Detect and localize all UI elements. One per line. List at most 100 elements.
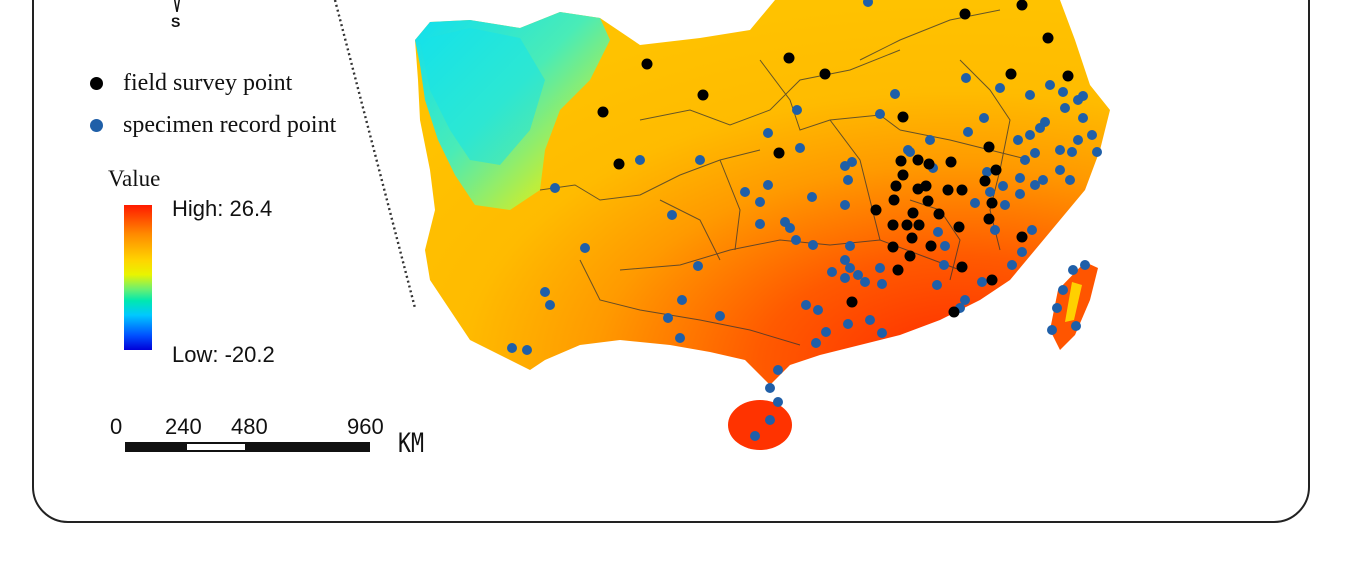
specimen-point (1068, 265, 1078, 275)
field-point (887, 241, 899, 253)
field-point (890, 180, 902, 192)
specimen-point (1015, 173, 1025, 183)
specimen-point (507, 343, 517, 353)
specimen-point (693, 261, 703, 271)
specimen-point (843, 175, 853, 185)
specimen-point (773, 365, 783, 375)
specimen-point (1025, 130, 1035, 140)
specimen-point (979, 113, 989, 123)
field-point (922, 195, 934, 207)
specimen-point (977, 277, 987, 287)
specimen-point (1015, 189, 1025, 199)
legend-specimen-record-label: specimen record point (123, 111, 337, 138)
specimen-point (1058, 285, 1068, 295)
specimen-point (925, 135, 935, 145)
field-point (907, 207, 919, 219)
plateau-core (420, 28, 545, 165)
specimen-point (877, 279, 887, 289)
specimen-point (773, 397, 783, 407)
specimen-point (755, 197, 765, 207)
specimen-point (963, 127, 973, 137)
value-legend-title: Value (108, 166, 161, 191)
field-point (933, 208, 945, 220)
specimen-point (1071, 321, 1081, 331)
specimen-point (1007, 260, 1017, 270)
field-point (942, 184, 954, 196)
specimen-point (667, 210, 677, 220)
specimen-point (840, 255, 850, 265)
specimen-point (827, 267, 837, 277)
field-point (1042, 32, 1054, 44)
field-point (925, 240, 937, 252)
scale-unit: KM (398, 428, 425, 459)
specimen-point (1078, 113, 1088, 123)
specimen-point (845, 241, 855, 251)
field-survey-points (597, 0, 1074, 318)
specimen-point (875, 109, 885, 119)
field-point (641, 58, 653, 70)
scale-bar-segment (187, 444, 245, 450)
field-point (895, 155, 907, 167)
specimen-point (1020, 155, 1030, 165)
field-point (904, 250, 916, 262)
field-point (953, 221, 965, 233)
field-point (990, 164, 1002, 176)
compass-south-label: S (171, 14, 181, 30)
specimen-point (853, 270, 863, 280)
specimen-point (801, 300, 811, 310)
specimen-point (811, 338, 821, 348)
field-point (906, 232, 918, 244)
specimen-point (522, 345, 532, 355)
specimen-point (1065, 175, 1075, 185)
specimen-point (1055, 165, 1065, 175)
specimen-point (1030, 148, 1040, 158)
specimen-point (982, 167, 992, 177)
specimen-point (675, 333, 685, 343)
specimen-point (863, 0, 873, 7)
specimen-point (1073, 135, 1083, 145)
specimen-point (1052, 303, 1062, 313)
field-point (920, 180, 932, 192)
field-point (613, 158, 625, 170)
legend-field-survey: field survey point (90, 70, 292, 96)
legend-specimen-record: specimen record point (90, 112, 336, 138)
specimen-point (1047, 325, 1057, 335)
ramp-high-label: High: 26.4 (172, 196, 273, 221)
specimen-point (960, 295, 970, 305)
specimen-point (939, 260, 949, 270)
specimen-point (663, 313, 673, 323)
field-point (888, 194, 900, 206)
specimen-point (995, 83, 1005, 93)
specimen-point (890, 89, 900, 99)
specimen-point (808, 240, 818, 250)
field-point (697, 89, 709, 101)
specimen-point (740, 187, 750, 197)
specimen-point (765, 415, 775, 425)
specimen-point (843, 319, 853, 329)
scale-tick-960: 960 (347, 414, 384, 439)
field-point (945, 156, 957, 168)
specimen-point (932, 280, 942, 290)
field-point (819, 68, 831, 80)
specimen-point (840, 200, 850, 210)
specimen-point (1025, 90, 1035, 100)
field-point (1062, 70, 1074, 82)
specimen-point (1087, 130, 1097, 140)
field-point (897, 169, 909, 181)
taiwan-highland (1065, 282, 1082, 322)
specimen-point (715, 311, 725, 321)
specimen-point (763, 180, 773, 190)
field-point (983, 141, 995, 153)
specimen-point (985, 187, 995, 197)
field-point (1016, 231, 1028, 243)
specimen-point (540, 287, 550, 297)
specimen-point (847, 157, 857, 167)
scale-tick-0: 0 (110, 414, 123, 439)
specimen-point (840, 273, 850, 283)
specimen-point (845, 263, 855, 273)
scale-tick-480: 480 (231, 414, 268, 439)
specimen-point (545, 300, 555, 310)
field-point (979, 175, 991, 187)
specimen-point (1060, 103, 1070, 113)
